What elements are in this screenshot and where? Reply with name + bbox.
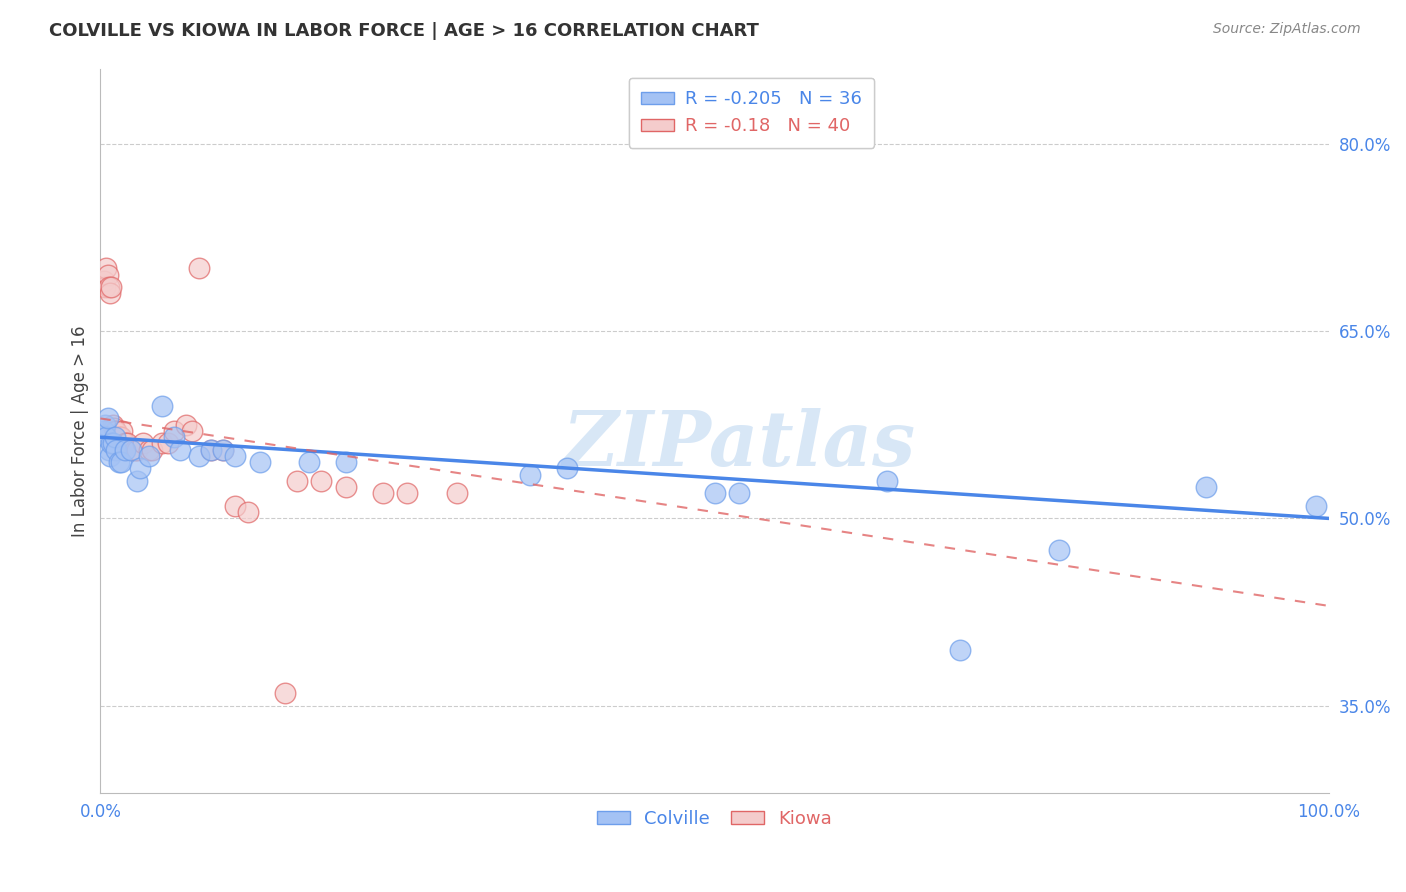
Point [200, 442, 222, 457]
Point [127, 442, 149, 457]
Point [273, 686, 295, 700]
Point [249, 455, 271, 469]
Point [176, 417, 198, 432]
Point [101, 436, 124, 450]
Point [396, 486, 419, 500]
Point [371, 486, 394, 500]
Point [97, 411, 120, 425]
Point [298, 455, 321, 469]
Point [555, 461, 578, 475]
Text: ZIPatlas: ZIPatlas [562, 409, 915, 483]
Point [138, 449, 160, 463]
Point [1195, 480, 1218, 494]
Point [120, 442, 142, 457]
Point [98, 449, 121, 463]
Legend: Colville, Kiowa: Colville, Kiowa [589, 803, 839, 835]
Point [100, 280, 122, 294]
Point [876, 474, 898, 488]
Point [107, 455, 129, 469]
Point [212, 442, 235, 457]
Point [114, 442, 136, 457]
Point [163, 424, 186, 438]
Point [187, 449, 209, 463]
Point [96, 261, 118, 276]
Point [224, 449, 246, 463]
Point [181, 424, 204, 438]
Point [1305, 499, 1327, 513]
Point [94, 280, 117, 294]
Point [150, 436, 173, 450]
Point [114, 436, 136, 450]
Point [107, 430, 129, 444]
Point [224, 499, 246, 513]
Point [104, 430, 127, 444]
Y-axis label: In Labor Force | Age > 16: In Labor Force | Age > 16 [72, 326, 89, 537]
Point [163, 430, 186, 444]
Point [446, 486, 468, 500]
Point [104, 424, 127, 438]
Point [703, 486, 725, 500]
Point [93, 274, 115, 288]
Point [108, 430, 131, 444]
Point [120, 442, 142, 457]
Point [138, 442, 160, 457]
Point [111, 424, 134, 438]
Point [187, 261, 209, 276]
Text: COLVILLE VS KIOWA IN LABOR FORCE | AGE > 16 CORRELATION CHART: COLVILLE VS KIOWA IN LABOR FORCE | AGE >… [49, 22, 759, 40]
Point [311, 474, 333, 488]
Point [949, 642, 972, 657]
Text: Source: ZipAtlas.com: Source: ZipAtlas.com [1213, 22, 1361, 37]
Point [335, 455, 357, 469]
Point [110, 430, 132, 444]
Point [96, 430, 118, 444]
Point [1047, 542, 1070, 557]
Point [93, 424, 115, 438]
Point [212, 442, 235, 457]
Point [285, 474, 308, 488]
Point [150, 399, 173, 413]
Point [519, 467, 541, 482]
Point [105, 424, 128, 438]
Point [97, 280, 120, 294]
Point [132, 436, 155, 450]
Point [97, 442, 120, 457]
Point [141, 442, 163, 457]
Point [94, 417, 117, 432]
Point [169, 442, 191, 457]
Point [97, 268, 120, 282]
Point [100, 436, 122, 450]
Point [98, 286, 121, 301]
Point [156, 436, 179, 450]
Point [128, 461, 150, 475]
Point [335, 480, 357, 494]
Point [200, 442, 222, 457]
Point [728, 486, 751, 500]
Point [110, 455, 132, 469]
Point [103, 421, 125, 435]
Point [117, 436, 139, 450]
Point [236, 505, 259, 519]
Point [105, 442, 128, 457]
Point [124, 442, 146, 457]
Point [127, 474, 149, 488]
Point [101, 417, 124, 432]
